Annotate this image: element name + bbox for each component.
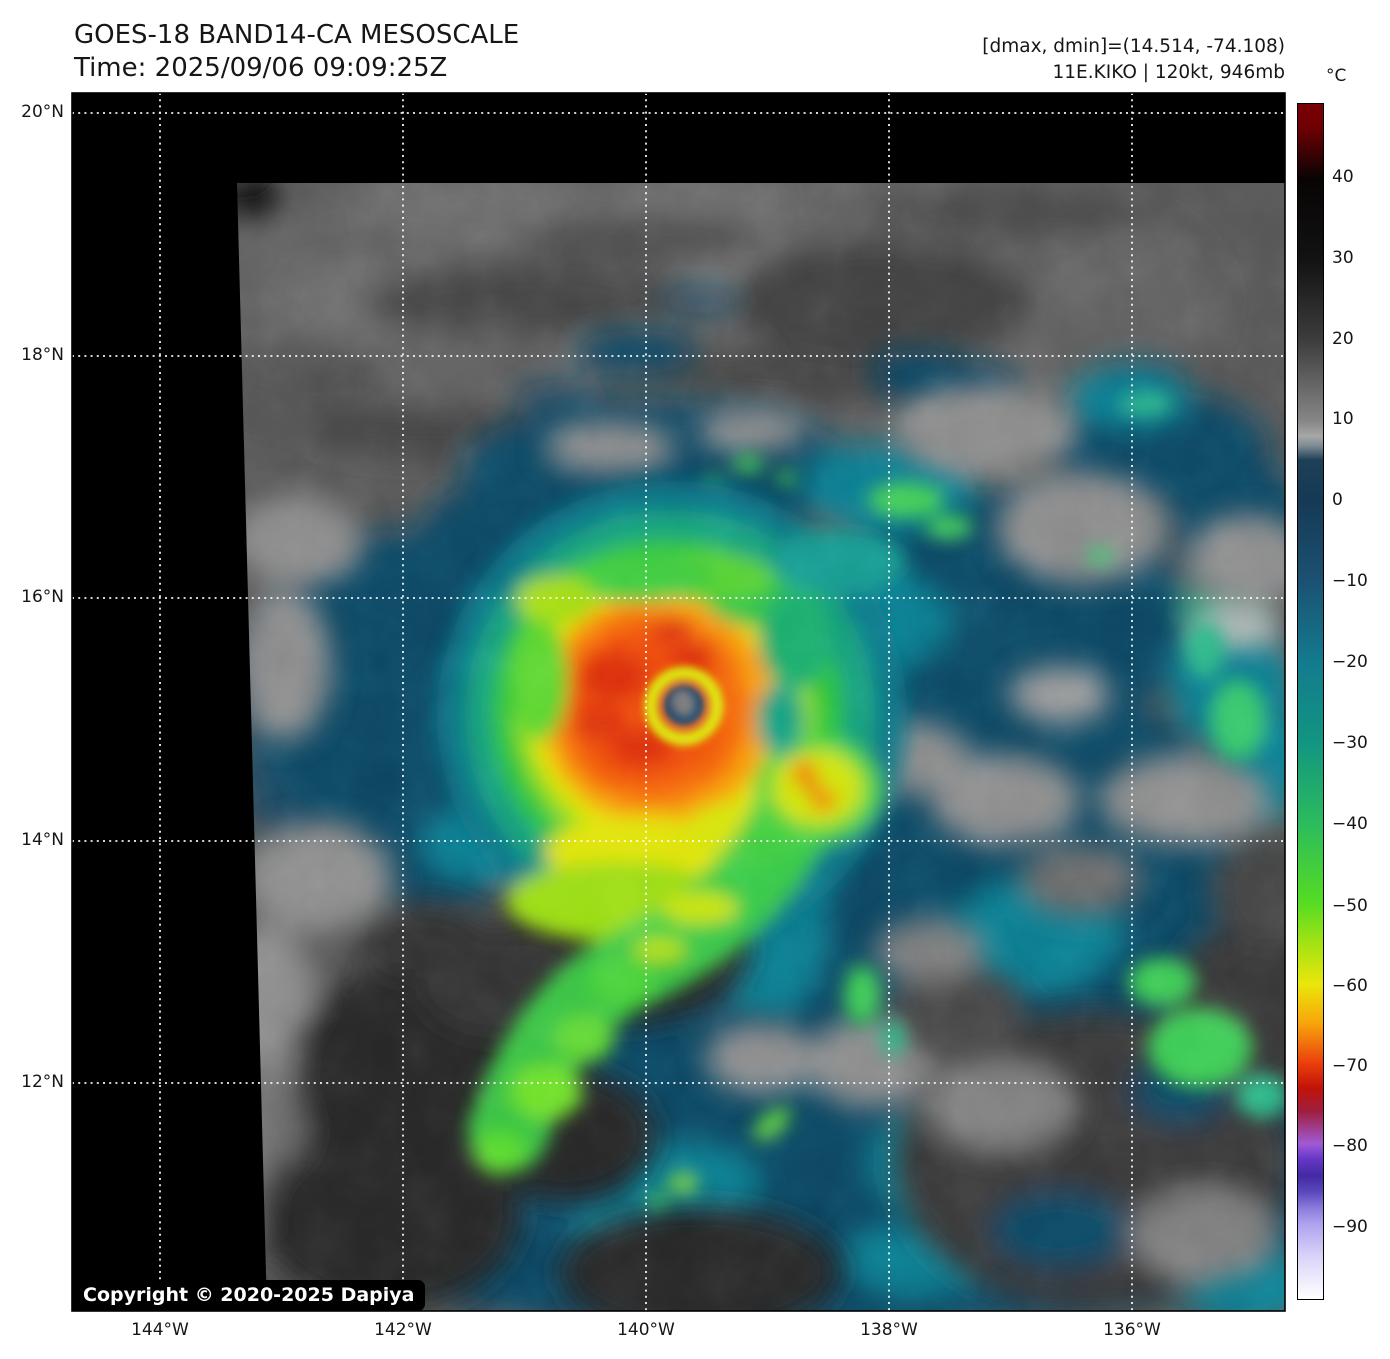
colorbar-tick-label: −50 bbox=[1332, 896, 1368, 916]
x-tick-label: 144°W bbox=[131, 1320, 189, 1340]
x-tick-label: 138°W bbox=[860, 1320, 918, 1340]
data-range-label: [dmax, dmin]=(14.514, -74.108) bbox=[982, 36, 1285, 57]
y-tick-label: 18°N bbox=[21, 345, 64, 365]
x-tick-label: 142°W bbox=[374, 1320, 432, 1340]
colorbar-tick-label: 20 bbox=[1332, 329, 1354, 349]
colorbar-tick-label: −60 bbox=[1332, 976, 1368, 996]
storm-info-label: 11E.KIKO | 120kt, 946mb bbox=[1052, 62, 1286, 83]
colorbar-tick-label: −20 bbox=[1332, 652, 1368, 672]
colorbar-unit-label: °C bbox=[1326, 66, 1347, 86]
plot-border bbox=[71, 92, 1286, 1312]
colorbar-tick-label: −70 bbox=[1332, 1056, 1368, 1076]
colorbar-tick-label: 0 bbox=[1332, 490, 1343, 510]
copyright-badge: Copyright © 2020-2025 Dapiya bbox=[72, 1280, 426, 1311]
colorbar-tick-label: −80 bbox=[1332, 1136, 1368, 1156]
x-tick-label: 136°W bbox=[1103, 1320, 1161, 1340]
colorbar-tick-label: −90 bbox=[1332, 1217, 1368, 1237]
timestamp-label: Time: 2025/09/06 09:09:25Z bbox=[74, 53, 448, 83]
y-tick-label: 12°N bbox=[21, 1072, 64, 1092]
y-tick-label: 16°N bbox=[21, 587, 64, 607]
y-tick-label: 20°N bbox=[21, 102, 64, 122]
x-tick-label: 140°W bbox=[617, 1320, 675, 1340]
y-tick-label: 14°N bbox=[21, 830, 64, 850]
colorbar-tick-label: −40 bbox=[1332, 814, 1368, 834]
colorbar-tick-label: −30 bbox=[1332, 733, 1368, 753]
colorbar-tick-label: −10 bbox=[1332, 571, 1368, 591]
cloud-texture-overlay bbox=[237, 183, 1285, 1311]
colorbar-tick-label: 30 bbox=[1332, 248, 1354, 268]
page-title: GOES-18 BAND14-CA MESOSCALE bbox=[74, 20, 520, 50]
temperature-colorbar bbox=[1297, 103, 1324, 1300]
colorbar-tick-label: 10 bbox=[1332, 409, 1354, 429]
satellite-imagery bbox=[237, 183, 1285, 1311]
colorbar-tick-label: 40 bbox=[1332, 167, 1354, 187]
latlon-gridlines bbox=[72, 93, 1285, 1311]
